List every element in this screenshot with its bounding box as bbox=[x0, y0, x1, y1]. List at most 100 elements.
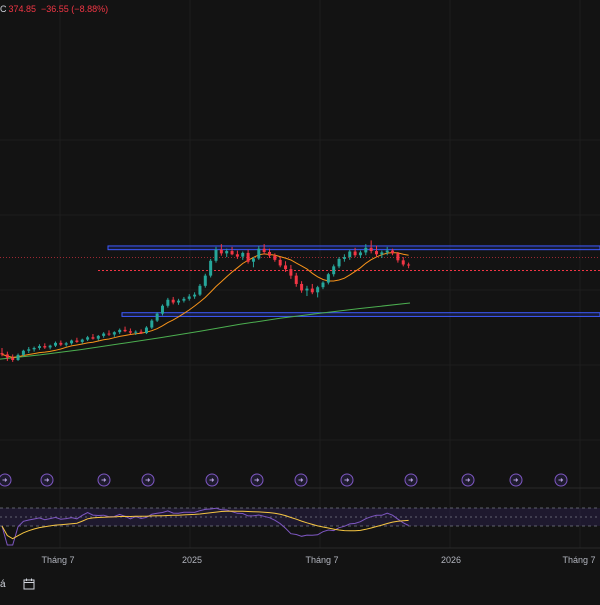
candle-body bbox=[380, 252, 384, 255]
candle-body bbox=[187, 296, 191, 299]
x-axis-tick-label: Tháng 7 bbox=[562, 555, 595, 565]
short-moving-average-line bbox=[1, 252, 409, 358]
candle-body bbox=[369, 247, 373, 252]
candle-body bbox=[209, 260, 213, 276]
candle-body bbox=[150, 320, 154, 328]
candle-body bbox=[144, 327, 148, 334]
rsi-ma-line bbox=[1, 510, 409, 540]
candle-body bbox=[75, 340, 79, 342]
candle-body bbox=[300, 283, 304, 291]
event-marker-arrow bbox=[101, 478, 107, 482]
candle-body bbox=[225, 251, 229, 254]
event-marker-arrow bbox=[209, 478, 215, 482]
candle-body bbox=[107, 333, 111, 335]
candle-body bbox=[241, 252, 245, 257]
candle-body bbox=[37, 346, 41, 348]
candle-body bbox=[401, 260, 405, 265]
candle-body bbox=[332, 266, 336, 275]
candle-body bbox=[305, 288, 309, 291]
resistance-zone[interactable] bbox=[107, 245, 600, 251]
candle-body bbox=[278, 259, 282, 266]
candle-body bbox=[5, 354, 9, 358]
calendar-icon[interactable] bbox=[22, 577, 36, 591]
candle-body bbox=[96, 335, 100, 339]
x-axis-tick-label: Tháng 7 bbox=[41, 555, 74, 565]
long-moving-average-line bbox=[0, 302, 411, 360]
candle-body bbox=[139, 331, 143, 334]
candle-body bbox=[257, 248, 261, 259]
candle-body bbox=[182, 298, 186, 301]
bottom-toolbar: á bbox=[0, 573, 600, 595]
candle-body bbox=[235, 254, 239, 257]
candle-body bbox=[118, 329, 122, 333]
candle-body bbox=[91, 337, 95, 339]
candle-body bbox=[214, 249, 218, 261]
candle-body bbox=[123, 329, 127, 332]
event-marker-arrow bbox=[44, 478, 50, 482]
candle-body bbox=[219, 249, 223, 254]
candle-body bbox=[27, 349, 31, 351]
candle-body bbox=[171, 299, 175, 303]
candle-body bbox=[268, 251, 271, 256]
candle-body bbox=[251, 258, 255, 262]
event-marker-arrow bbox=[298, 478, 304, 482]
event-marker-arrow bbox=[465, 478, 471, 482]
candle-body bbox=[230, 251, 234, 255]
candle-body bbox=[273, 255, 277, 260]
candle-body bbox=[391, 250, 395, 254]
candle-body bbox=[193, 294, 197, 297]
candle-body bbox=[21, 350, 25, 355]
close-label: C bbox=[0, 4, 7, 14]
candle-body bbox=[0, 353, 4, 355]
candle-body bbox=[364, 247, 368, 253]
bottom-toolbar-text: á bbox=[0, 578, 6, 590]
candle-body bbox=[177, 300, 181, 303]
candle-body bbox=[59, 342, 63, 345]
candle-body bbox=[166, 299, 170, 306]
candle-body bbox=[353, 251, 357, 256]
change-value: −36.55 (−8.88%) bbox=[41, 4, 109, 14]
candle-body bbox=[396, 253, 400, 261]
candle-body bbox=[16, 354, 20, 360]
candle-body bbox=[316, 287, 320, 293]
x-axis-tick-label: Tháng 7 bbox=[305, 555, 338, 565]
candle-body bbox=[80, 339, 84, 342]
candle-body bbox=[134, 331, 138, 333]
candle-body bbox=[385, 250, 389, 253]
candle-body bbox=[321, 282, 325, 288]
event-marker-arrow bbox=[344, 478, 350, 482]
event-marker-arrow bbox=[558, 478, 564, 482]
ohlc-legend: C 374.85 −36.55 (−8.88%) bbox=[0, 4, 108, 14]
candle-body bbox=[294, 275, 298, 284]
candle-body bbox=[161, 305, 164, 314]
candle-body bbox=[86, 337, 90, 340]
x-axis-tick-label: 2026 bbox=[441, 555, 461, 565]
candle-body bbox=[284, 265, 288, 270]
candle-body bbox=[246, 252, 250, 262]
candle-body bbox=[326, 274, 330, 283]
candle-body bbox=[70, 340, 74, 344]
event-marker-arrow bbox=[254, 478, 260, 482]
candle-body bbox=[102, 333, 106, 336]
candle-body bbox=[64, 343, 68, 345]
candle-body bbox=[48, 345, 52, 348]
x-axis-tick-label: 2025 bbox=[182, 555, 202, 565]
candle-body bbox=[289, 269, 293, 276]
close-value: 374.85 bbox=[8, 4, 37, 14]
candle-body bbox=[337, 258, 341, 267]
candle-body bbox=[310, 288, 314, 293]
candle-body bbox=[155, 313, 159, 321]
event-marker-arrow bbox=[408, 478, 414, 482]
candle-body bbox=[342, 257, 346, 259]
candle-body bbox=[112, 332, 116, 335]
event-marker-arrow bbox=[2, 478, 8, 482]
candle-body bbox=[375, 251, 378, 255]
candle-body bbox=[407, 264, 411, 266]
candle-body bbox=[262, 248, 266, 252]
event-marker-arrow bbox=[145, 478, 151, 482]
support-zone[interactable] bbox=[121, 312, 600, 317]
rsi-line bbox=[1, 507, 409, 546]
candle-body bbox=[203, 275, 207, 286]
